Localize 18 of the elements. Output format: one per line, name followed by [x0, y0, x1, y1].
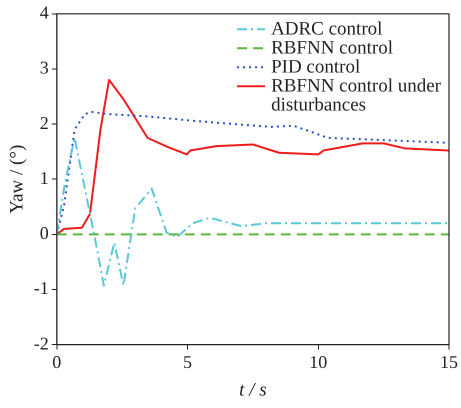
y-tick-label: -2 [34, 333, 49, 354]
y-tick-label: 3 [40, 58, 49, 78]
x-tick-label: 5 [183, 352, 192, 372]
legend-label: PID control [271, 56, 360, 78]
y-tick-label: 2 [40, 112, 49, 133]
y-tick-label: 1 [40, 168, 49, 188]
legend-label: ADRC control [271, 18, 382, 40]
x-tick-label: 10 [309, 352, 328, 372]
legend-label: RBFNN control [271, 37, 394, 58]
legend-label: RBFNN control under disturbances [271, 75, 442, 116]
x-axis-title: t / s [239, 380, 267, 401]
y-tick-label: 4 [40, 2, 49, 23]
y-tick-label: -1 [34, 278, 49, 298]
line-series [56, 136, 449, 287]
x-tick-label: 0 [52, 352, 62, 372]
x-tick-label: 15 [440, 352, 458, 372]
y-tick-label: 0 [40, 223, 49, 244]
y-axis-title: Yaw / (°) [6, 144, 28, 214]
